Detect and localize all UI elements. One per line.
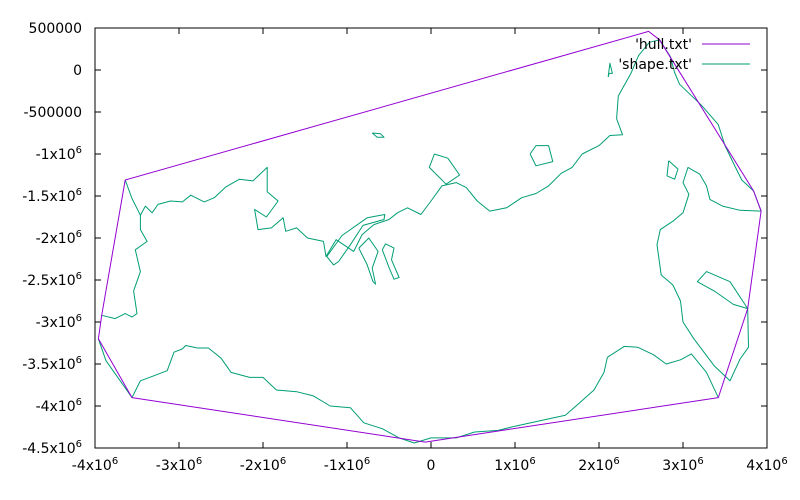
series-line-shape-txt [607,62,613,78]
y-tick-label-base: -500000 [24,105,83,121]
x-tick-label-base: -2x10 [240,458,280,474]
chart-legend: 'hull.txt' 'shape.txt' [618,37,750,73]
legend-item: 'shape.txt' [618,57,750,73]
y-tick-label: -4.5x106 [22,439,82,457]
y-tick-label: -2x106 [36,229,82,247]
series-line-shape-txt [371,132,385,138]
x-tick-label: -3x106 [156,456,202,474]
y-tick-label-base: -1x10 [36,147,76,163]
x-tick-label: -2x106 [240,456,286,474]
y-tick-label-exponent: 6 [76,229,82,240]
x-tick-label-exponent: 6 [697,456,703,467]
data-series [97,30,762,444]
series-line-hull-txt [97,30,762,443]
y-tick-label-exponent: 6 [76,397,82,408]
x-tick-label-exponent: 6 [196,456,202,467]
series-line-shape-txt [124,39,762,257]
x-tick-label-exponent: 6 [280,456,286,467]
x-tick-label-base: 2x10 [578,458,613,474]
x-axis-tick-labels: -4x106 -3x106 -2x106 -1x106 0 1x106 2x106 3x106… [72,456,788,474]
x-tick-label-base: -3x10 [156,458,196,474]
y-tick-label: 0 [73,63,82,79]
x-tick-label-exponent: 6 [781,456,787,467]
x-tick-label-base: 3x10 [662,458,697,474]
y-tick-label: -4x106 [36,397,82,415]
x-tick-label: 3x106 [662,456,703,474]
x-tick-label: 1x106 [494,456,535,474]
series-shape-txt [97,39,762,444]
series-line-shape-txt [101,215,148,320]
y-tick-label-base: -4.5x10 [22,441,75,457]
x-tick-label-exponent: 6 [529,456,535,467]
series-line-shape-txt [656,166,762,382]
series-line-shape-txt [326,214,386,266]
x-tick-label: -1x106 [324,456,370,474]
x-tick-label-base: -4x10 [72,458,112,474]
legend-label: 'shape.txt' [618,57,692,73]
y-tick-label-base: -2.5x10 [22,273,75,289]
y-tick-label-exponent: 6 [76,145,82,156]
x-tick-label: 0 [427,458,436,474]
y-tick-label-exponent: 6 [76,439,82,450]
x-tick-label-exponent: 6 [364,456,370,467]
x-tick-label-exponent: 6 [112,456,118,467]
plot-area: -4x106 -3x106 -2x106 -1x106 0 1x106 2x106 3x106… [22,21,787,474]
x-tick-label-exponent: 6 [613,456,619,467]
y-tick-label-exponent: 6 [76,271,82,282]
x-tick-label: 2x106 [578,456,619,474]
y-tick-label: -3x106 [36,313,82,331]
plot-border [94,27,768,449]
legend-label: 'hull.txt' [635,37,692,53]
x-tick-label-base: 4x10 [746,458,781,474]
y-axis-tick-labels: 5000000-500000-1x106-1.5x106-2x106-2.5x1… [22,21,82,457]
y-tick-label: -500000 [24,105,83,121]
y-tick-label-base: -3.5x10 [22,357,75,373]
y-tick-label-base: -2x10 [36,231,76,247]
y-tick-label-base: -1.5x10 [22,189,75,205]
x-tick-label: -4x106 [72,456,118,474]
x-tick-label-base: 0 [427,458,436,474]
series-line-shape-txt [529,145,554,167]
series-line-shape-txt [381,243,400,280]
series-line-shape-txt [358,237,379,285]
x-tick-label-base: -1x10 [324,458,364,474]
y-tick-label-exponent: 6 [76,355,82,366]
x-tick-label: 4x106 [746,456,787,474]
series-line-shape-txt [97,338,719,444]
y-tick-label-base: -3x10 [36,315,76,331]
series-line-shape-txt [428,153,461,185]
y-tick-label-exponent: 6 [76,187,82,198]
y-tick-label: -1.5x106 [22,187,82,205]
legend-item: 'hull.txt' [635,37,750,53]
y-tick-label: -2.5x106 [22,271,82,289]
x-tick-label-base: 1x10 [494,458,529,474]
y-tick-label: 500000 [29,21,82,37]
y-tick-label: -1x106 [36,145,82,163]
y-tick-label-exponent: 6 [76,313,82,324]
y-tick-label-base: 500000 [29,21,82,37]
y-tick-label-base: -4x10 [36,399,76,415]
series-line-shape-txt [666,160,679,180]
y-tick-label-base: 0 [73,63,82,79]
y-tick-label: -3.5x106 [22,355,82,373]
series-hull-txt [97,30,762,443]
